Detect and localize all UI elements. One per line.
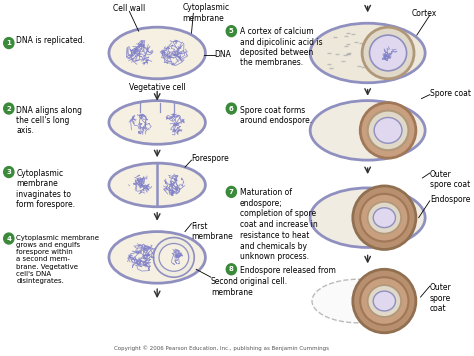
Ellipse shape — [109, 27, 205, 79]
Text: Cytoplasmic
membrane: Cytoplasmic membrane — [182, 3, 229, 23]
Text: 6: 6 — [229, 105, 234, 111]
Text: Cytoplasmic membrane
grows and engulfs
forespore within
a second mem-
brane. Veg: Cytoplasmic membrane grows and engulfs f… — [16, 235, 99, 284]
Text: DNA is replicated.: DNA is replicated. — [16, 36, 85, 44]
Ellipse shape — [360, 103, 416, 158]
Circle shape — [226, 103, 237, 114]
Text: 8: 8 — [229, 266, 234, 272]
Ellipse shape — [310, 101, 425, 160]
Text: Outer
spore coat: Outer spore coat — [430, 170, 470, 189]
Text: Vegetative cell: Vegetative cell — [129, 83, 185, 92]
Text: Forespore: Forespore — [191, 154, 229, 163]
Ellipse shape — [109, 101, 205, 144]
Text: Cytoplasmic
membrane
invaginates to
form forespore.: Cytoplasmic membrane invaginates to form… — [16, 169, 75, 209]
Text: Second
membrane: Second membrane — [211, 277, 253, 297]
Ellipse shape — [109, 232, 205, 283]
Ellipse shape — [368, 110, 409, 150]
Circle shape — [4, 38, 14, 48]
Text: Spore coat: Spore coat — [430, 89, 471, 98]
Text: 2: 2 — [7, 105, 11, 111]
Ellipse shape — [373, 208, 395, 227]
Text: Outer
spore
coat: Outer spore coat — [430, 283, 452, 313]
Ellipse shape — [368, 285, 401, 317]
Ellipse shape — [312, 279, 405, 323]
Text: 5: 5 — [229, 28, 234, 34]
Circle shape — [4, 103, 14, 114]
Text: 7: 7 — [229, 189, 234, 195]
Circle shape — [226, 187, 237, 197]
Ellipse shape — [360, 277, 409, 325]
Text: 3: 3 — [6, 169, 11, 175]
Ellipse shape — [353, 186, 416, 250]
Ellipse shape — [373, 291, 395, 311]
Text: Copyright © 2006 Pearson Education, Inc., publishing as Benjamin Cummings: Copyright © 2006 Pearson Education, Inc.… — [114, 345, 328, 351]
Ellipse shape — [154, 237, 194, 277]
Circle shape — [226, 264, 237, 275]
Circle shape — [226, 26, 237, 37]
Ellipse shape — [374, 117, 402, 143]
Circle shape — [4, 167, 14, 178]
Text: First
membrane: First membrane — [191, 222, 233, 241]
Text: Endospore released from
original cell.: Endospore released from original cell. — [240, 266, 336, 286]
Text: 4: 4 — [6, 236, 11, 241]
Ellipse shape — [353, 269, 416, 333]
Text: Cortex: Cortex — [412, 9, 437, 18]
Text: Endospore: Endospore — [430, 195, 470, 204]
Ellipse shape — [310, 23, 425, 83]
Ellipse shape — [370, 35, 407, 71]
Ellipse shape — [360, 194, 409, 241]
Text: DNA aligns along
the cell's long
axis.: DNA aligns along the cell's long axis. — [16, 106, 82, 135]
Circle shape — [4, 233, 14, 244]
Text: A cortex of calcium
and dipicolinic acid is
deposited between
the membranes.: A cortex of calcium and dipicolinic acid… — [240, 27, 322, 67]
Text: Maturation of
endospore;
completion of spore
coat and increase in
resistance to : Maturation of endospore; completion of s… — [240, 188, 318, 261]
Ellipse shape — [310, 188, 425, 247]
Text: Cell wall: Cell wall — [113, 4, 146, 14]
Ellipse shape — [368, 202, 401, 234]
Ellipse shape — [159, 244, 189, 271]
Text: 1: 1 — [6, 40, 11, 46]
Ellipse shape — [109, 163, 205, 207]
Ellipse shape — [362, 27, 414, 79]
Text: Spore coat forms
around endospore.: Spore coat forms around endospore. — [240, 106, 312, 125]
Text: DNA: DNA — [215, 51, 231, 59]
